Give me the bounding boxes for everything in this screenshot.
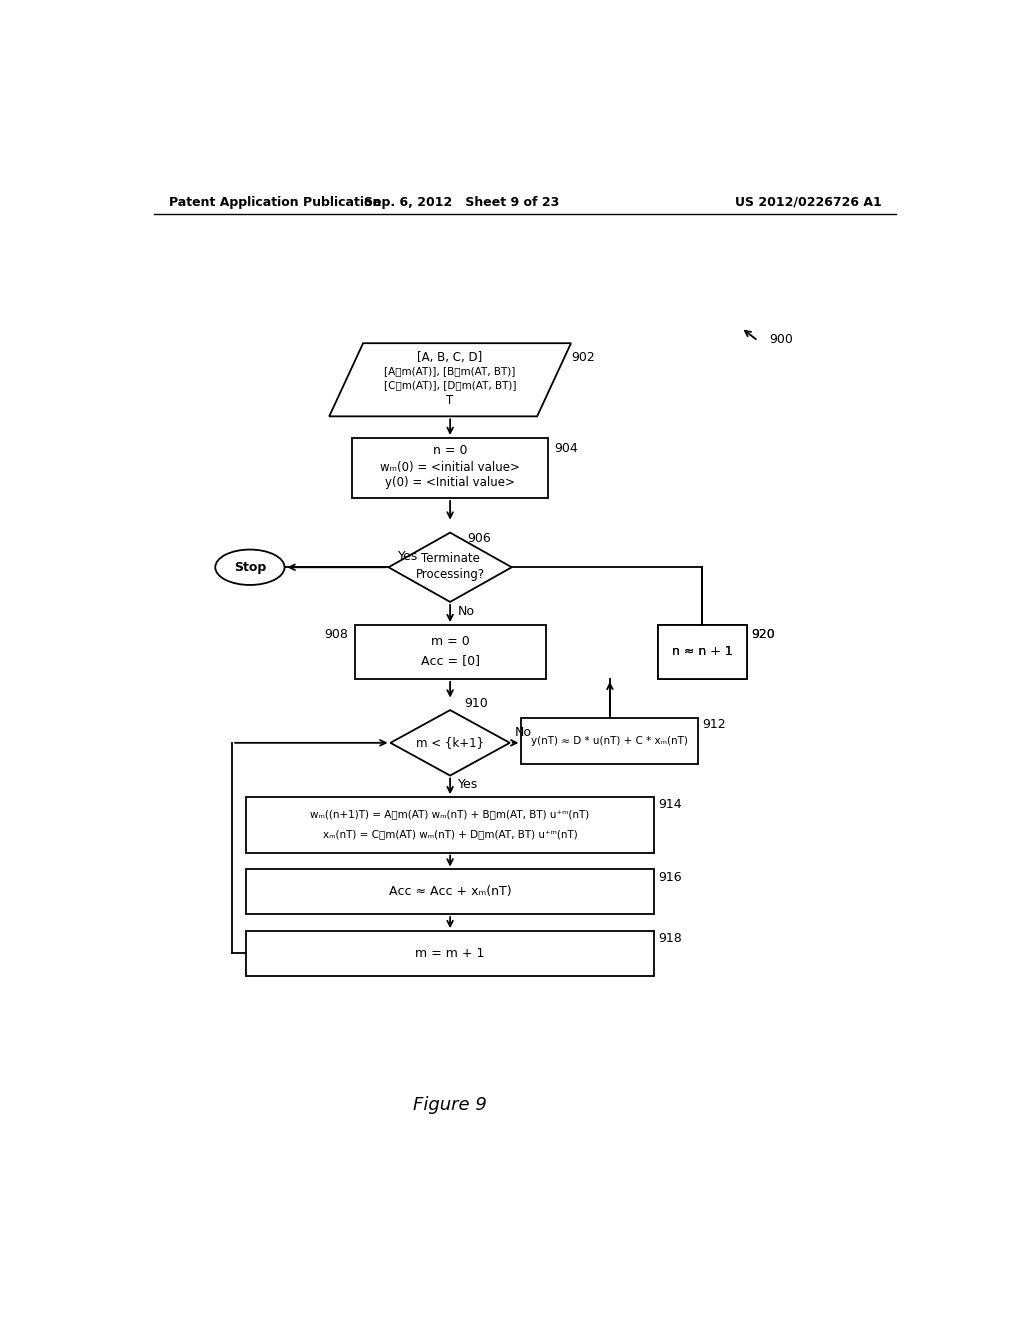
Text: T: T [446,395,454,408]
Text: n ≈ n + 1: n ≈ n + 1 [672,645,732,659]
Text: Terminate: Terminate [421,552,479,565]
Bar [658,626,746,678]
Text: Aᴄc = [0]: Aᴄc = [0] [421,653,479,667]
Text: Yes: Yes [458,779,478,791]
Text: 920: 920 [752,628,775,640]
Text: wₘ(0) = <initial value>: wₘ(0) = <initial value> [380,461,520,474]
Bar [246,931,654,975]
Ellipse shape [215,549,285,585]
Bar [354,626,546,678]
Text: m = 0: m = 0 [431,635,469,648]
Text: Processing?: Processing? [416,569,484,582]
Text: [C₝m(AT)], [D₝m(AT, BT)]: [C₝m(AT)], [D₝m(AT, BT)] [384,380,516,389]
Text: 914: 914 [658,799,682,812]
Text: 900: 900 [770,333,794,346]
Text: m = m + 1: m = m + 1 [416,946,484,960]
Text: [A₝m(AT)], [B₝m(AT, BT)]: [A₝m(AT)], [B₝m(AT, BT)] [384,366,516,376]
Bar [352,438,548,498]
Text: 902: 902 [571,351,595,363]
Bar [521,718,698,764]
Text: n ≈ n + 1: n ≈ n + 1 [672,645,732,659]
Text: Yes: Yes [397,550,418,564]
Text: 910: 910 [464,697,487,710]
Text: 918: 918 [658,932,682,945]
Text: Patent Application Publication: Patent Application Publication [169,195,381,209]
Bar [658,626,746,678]
Text: 912: 912 [702,718,726,731]
Polygon shape [330,343,571,416]
Text: Sep. 6, 2012   Sheet 9 of 23: Sep. 6, 2012 Sheet 9 of 23 [365,195,559,209]
Text: 916: 916 [658,871,682,883]
Bar [246,797,654,853]
Text: 920: 920 [752,628,775,640]
Text: wₘ((n+1)T) = A₝m(AT) wₘ(nT) + B₝m(AT, BT) u⁺ᵐ(nT): wₘ((n+1)T) = A₝m(AT) wₘ(nT) + B₝m(AT, BT… [310,809,590,818]
Text: Figure 9: Figure 9 [413,1097,487,1114]
Text: 908: 908 [325,628,348,640]
Text: 904: 904 [554,442,579,455]
Text: [A, B, C, D]: [A, B, C, D] [418,351,482,363]
Text: Aᴄc ≈ Aᴄc + xₘ(nT): Aᴄc ≈ Aᴄc + xₘ(nT) [389,886,511,899]
Polygon shape [388,533,512,602]
Text: xₘ(nT) = C₝m(AT) wₘ(nT) + D₝m(AT, BT) u⁺ᵐ(nT): xₘ(nT) = C₝m(AT) wₘ(nT) + D₝m(AT, BT) u⁺… [323,829,578,840]
Bar [246,870,654,915]
Text: US 2012/0226726 A1: US 2012/0226726 A1 [734,195,882,209]
Polygon shape [390,710,510,776]
Text: No: No [458,605,475,618]
Text: 906: 906 [467,532,490,545]
Text: y(nT) ≈ D * u(nT) + C * xₘ(nT): y(nT) ≈ D * u(nT) + C * xₘ(nT) [531,737,688,746]
Text: m < {k+1}: m < {k+1} [416,737,484,750]
Text: No: No [514,726,531,739]
Text: n = 0: n = 0 [433,444,467,457]
Text: Stop: Stop [233,561,266,574]
Text: y(0) = <Initial value>: y(0) = <Initial value> [385,477,515,490]
